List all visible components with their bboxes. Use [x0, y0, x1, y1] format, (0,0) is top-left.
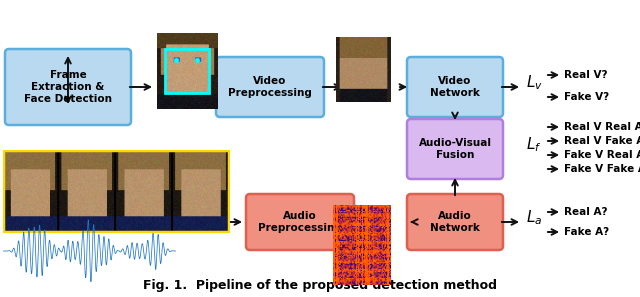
Text: Fake A?: Fake A?: [564, 227, 609, 237]
Text: Fig. 1.  Pipeline of the proposed detection method: Fig. 1. Pipeline of the proposed detecti…: [143, 279, 497, 291]
Text: Video
Network: Video Network: [430, 76, 480, 98]
Text: Real A?: Real A?: [564, 207, 607, 217]
Text: $L_v$: $L_v$: [526, 74, 543, 92]
Text: Audio-Visual
Fusion: Audio-Visual Fusion: [419, 138, 492, 160]
Bar: [164, 49, 209, 93]
Text: Audio
Preprocessing: Audio Preprocessing: [258, 211, 342, 233]
Text: Real V?: Real V?: [564, 70, 607, 80]
Text: Video
Preprocessing: Video Preprocessing: [228, 76, 312, 98]
Text: Fake V Real A?: Fake V Real A?: [564, 150, 640, 160]
FancyBboxPatch shape: [216, 57, 324, 117]
FancyBboxPatch shape: [246, 194, 354, 250]
FancyBboxPatch shape: [407, 119, 503, 179]
Text: Fake V Fake A?: Fake V Fake A?: [564, 164, 640, 174]
FancyBboxPatch shape: [5, 49, 131, 125]
Text: Fake V?: Fake V?: [564, 92, 609, 102]
Text: Frame
Extraction &
Face Detection: Frame Extraction & Face Detection: [24, 70, 112, 104]
Text: $L_a$: $L_a$: [526, 209, 542, 227]
Text: Real V Fake A?: Real V Fake A?: [564, 136, 640, 146]
Text: Real V Real A?: Real V Real A?: [564, 122, 640, 132]
FancyBboxPatch shape: [407, 194, 503, 250]
Text: Audio
Network: Audio Network: [430, 211, 480, 233]
Text: $L_f$: $L_f$: [526, 136, 541, 154]
FancyBboxPatch shape: [407, 57, 503, 117]
